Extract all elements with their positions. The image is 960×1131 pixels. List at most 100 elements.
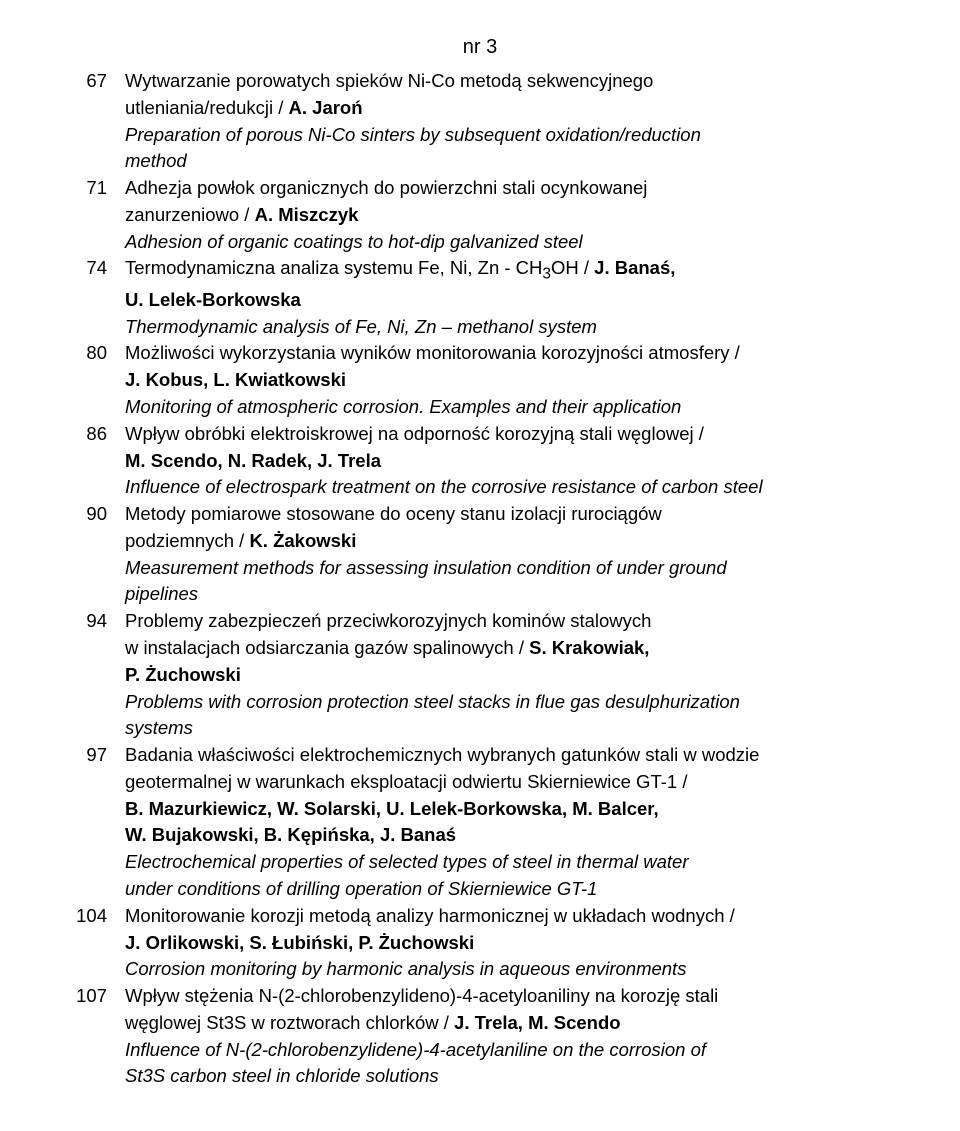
toc-line: B. Mazurkiewicz, W. Solarski, U. Lelek-B… (70, 797, 890, 822)
author-name: A. Jaroń (289, 97, 363, 118)
toc-line: Influence of electrospark treatment on t… (70, 475, 890, 500)
translated-title: Thermodynamic analysis of Fe, Ni, Zn – m… (125, 316, 597, 337)
entry-text: Monitoring of atmospheric corrosion. Exa… (125, 395, 890, 420)
entry-text: Termodynamiczna analiza systemu Fe, Ni, … (125, 256, 890, 285)
entry-text: zanurzeniowo / A. Miszczyk (125, 203, 890, 228)
toc-line: Preparation of porous Ni-Co sinters by s… (70, 123, 890, 148)
page-number (70, 582, 125, 607)
toc-line: Thermodynamic analysis of Fe, Ni, Zn – m… (70, 315, 890, 340)
page-number (70, 529, 125, 554)
issue-title: nr 3 (70, 36, 890, 59)
translated-title: Problems with corrosion protection steel… (125, 691, 740, 712)
page-number: 97 (70, 743, 125, 768)
page-number: 80 (70, 341, 125, 366)
toc-line: M. Scendo, N. Radek, J. Trela (70, 449, 890, 474)
page-number (70, 1038, 125, 1063)
toc-line: Problems with corrosion protection steel… (70, 690, 890, 715)
author-name: J. Banaś, (594, 257, 675, 278)
document-page: nr 3 67Wytwarzanie porowatych spieków Ni… (0, 0, 960, 1131)
entry-text: Influence of electrospark treatment on t… (125, 475, 890, 500)
page-number (70, 556, 125, 581)
toc-line: geotermalnej w warunkach eksploatacji od… (70, 770, 890, 795)
translated-title: under conditions of drilling operation o… (125, 878, 597, 899)
entry-text: Thermodynamic analysis of Fe, Ni, Zn – m… (125, 315, 890, 340)
toc-line: węglowej St3S w roztworach chlorków / J.… (70, 1011, 890, 1036)
toc-line: 74Termodynamiczna analiza systemu Fe, Ni… (70, 256, 890, 285)
page-number: 74 (70, 256, 125, 285)
toc-line: St3S carbon steel in chloride solutions (70, 1064, 890, 1089)
author-name: S. Krakowiak, (529, 637, 649, 658)
entry-text: w instalacjach odsiarczania gazów spalin… (125, 636, 890, 661)
toc-line: podziemnych / K. Żakowski (70, 529, 890, 554)
page-number (70, 96, 125, 121)
page-number (70, 123, 125, 148)
entry-text: Problems with corrosion protection steel… (125, 690, 890, 715)
author-name: A. Miszczyk (255, 204, 359, 225)
entry-text: Preparation of porous Ni-Co sinters by s… (125, 123, 890, 148)
title-text: Adhezja powłok organicznych do powierzch… (125, 177, 647, 198)
translated-title: Measurement methods for assessing insula… (125, 557, 727, 578)
toc-line: 107Wpływ stężenia N-(2-chlorobenzylideno… (70, 984, 890, 1009)
translated-title: Influence of electrospark treatment on t… (125, 476, 763, 497)
entry-text: geotermalnej w warunkach eksploatacji od… (125, 770, 890, 795)
author-name: K. Żakowski (249, 530, 356, 551)
entry-text: Corrosion monitoring by harmonic analysi… (125, 957, 890, 982)
title-text: OH / (551, 257, 594, 278)
subscript: 3 (542, 266, 551, 283)
translated-title: Monitoring of atmospheric corrosion. Exa… (125, 396, 681, 417)
entry-text: węglowej St3S w roztworach chlorków / J.… (125, 1011, 890, 1036)
toc-line: Corrosion monitoring by harmonic analysi… (70, 957, 890, 982)
entry-text: Badania właściwości elektrochemicznych w… (125, 743, 890, 768)
entry-text: Influence of N-(2-chlorobenzylidene)-4-a… (125, 1038, 890, 1063)
title-text: Wytwarzanie porowatych spieków Ni-Co met… (125, 70, 653, 91)
entry-text: podziemnych / K. Żakowski (125, 529, 890, 554)
entry-text: P. Żuchowski (125, 663, 890, 688)
translated-title: Adhesion of organic coatings to hot-dip … (125, 231, 583, 252)
toc-line: Influence of N-(2-chlorobenzylidene)-4-a… (70, 1038, 890, 1063)
toc-line: w instalacjach odsiarczania gazów spalin… (70, 636, 890, 661)
page-number (70, 149, 125, 174)
translated-title: Influence of N-(2-chlorobenzylidene)-4-a… (125, 1039, 706, 1060)
title-text: podziemnych / (125, 530, 249, 551)
title-text: Wpływ obróbki elektroiskrowej na odporno… (125, 423, 704, 444)
author-name: P. Żuchowski (125, 664, 241, 685)
title-text: Wpływ stężenia N-(2-chlorobenzylideno)-4… (125, 985, 718, 1006)
entry-text: pipelines (125, 582, 890, 607)
entry-text: Wpływ stężenia N-(2-chlorobenzylideno)-4… (125, 984, 890, 1009)
toc-line: Electrochemical properties of selected t… (70, 850, 890, 875)
translated-title: Preparation of porous Ni-Co sinters by s… (125, 124, 701, 145)
toc-line: Adhesion of organic coatings to hot-dip … (70, 230, 890, 255)
toc-line: U. Lelek-Borkowska (70, 288, 890, 313)
toc-line: method (70, 149, 890, 174)
page-number: 67 (70, 69, 125, 94)
title-text: Termodynamiczna analiza systemu Fe, Ni, … (125, 257, 542, 278)
page-number (70, 957, 125, 982)
toc-line: 90Metody pomiarowe stosowane do oceny st… (70, 502, 890, 527)
entry-text: method (125, 149, 890, 174)
entry-text: Adhesion of organic coatings to hot-dip … (125, 230, 890, 255)
page-number: 90 (70, 502, 125, 527)
entry-text: Problemy zabezpieczeń przeciwkorozyjnych… (125, 609, 890, 634)
page-number: 94 (70, 609, 125, 634)
page-number (70, 797, 125, 822)
page-number (70, 690, 125, 715)
toc-line: J. Kobus, L. Kwiatkowski (70, 368, 890, 393)
translated-title: Corrosion monitoring by harmonic analysi… (125, 958, 686, 979)
page-number (70, 823, 125, 848)
author-name: J. Trela, M. Scendo (454, 1012, 621, 1033)
title-text: Badania właściwości elektrochemicznych w… (125, 744, 759, 765)
page-number: 71 (70, 176, 125, 201)
toc-line: zanurzeniowo / A. Miszczyk (70, 203, 890, 228)
page-number (70, 1011, 125, 1036)
title-text: w instalacjach odsiarczania gazów spalin… (125, 637, 529, 658)
toc-line: 94Problemy zabezpieczeń przeciwkorozyjny… (70, 609, 890, 634)
entry-text: under conditions of drilling operation o… (125, 877, 890, 902)
page-number (70, 663, 125, 688)
page-number (70, 203, 125, 228)
page-number: 104 (70, 904, 125, 929)
entry-text: Metody pomiarowe stosowane do oceny stan… (125, 502, 890, 527)
title-text: zanurzeniowo / (125, 204, 255, 225)
page-number (70, 877, 125, 902)
translated-title: method (125, 150, 187, 171)
page-number (70, 931, 125, 956)
